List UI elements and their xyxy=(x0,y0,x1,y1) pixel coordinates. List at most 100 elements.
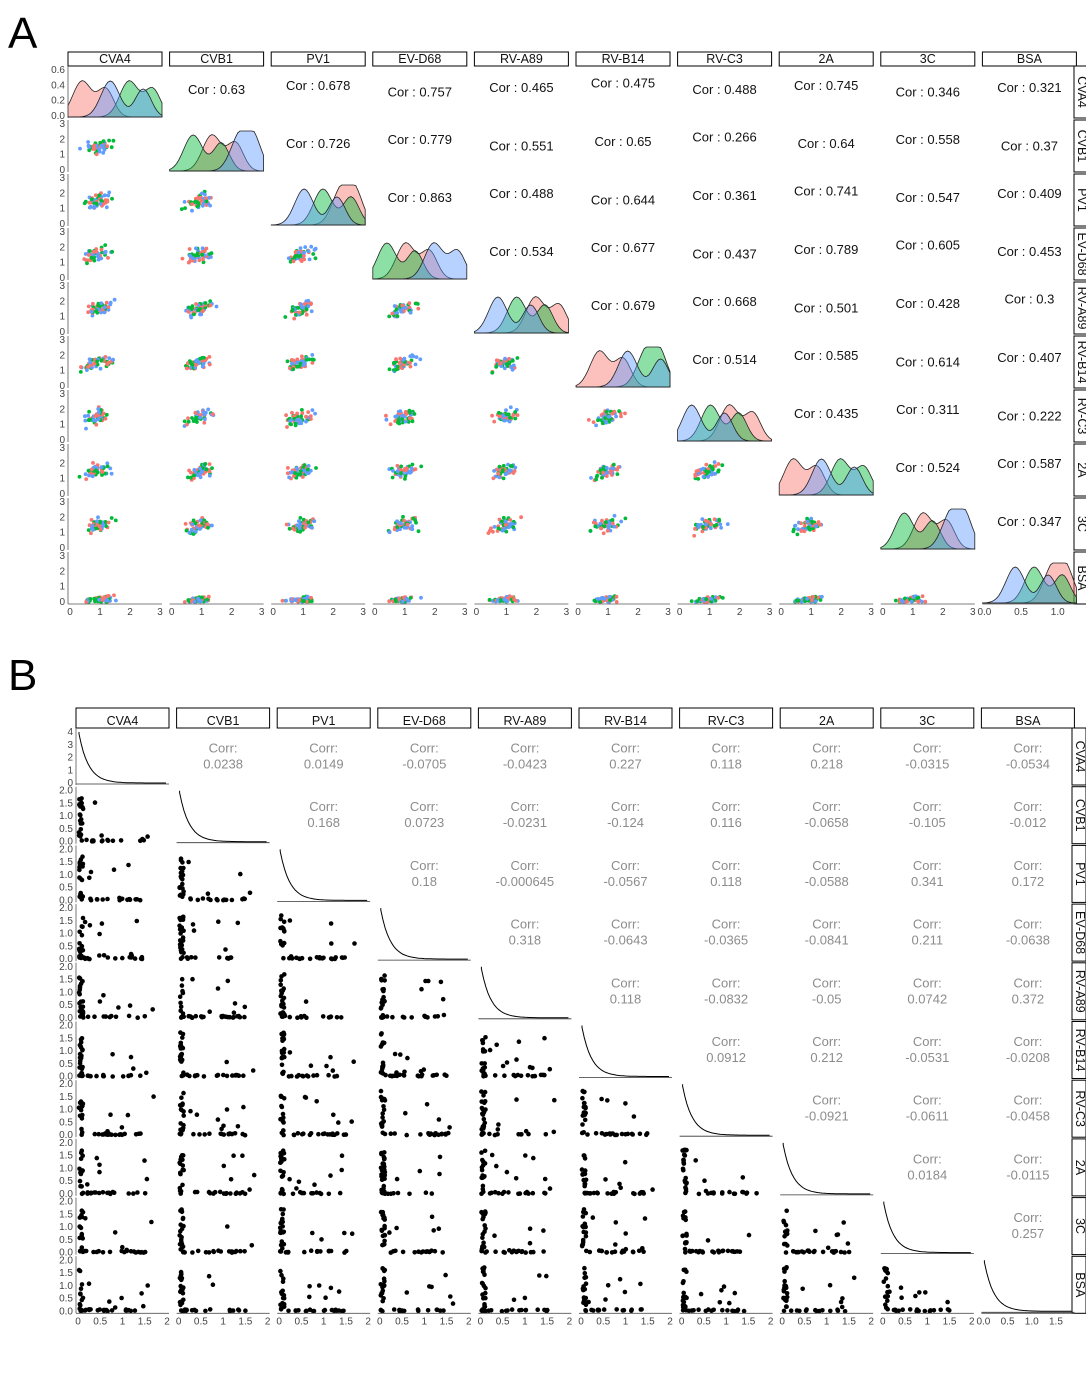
scatter-point xyxy=(599,526,603,531)
y-tick-label: 1.5 xyxy=(59,798,73,809)
scatter-point xyxy=(817,1308,822,1314)
scatter-point xyxy=(530,1074,535,1079)
scatter-point xyxy=(481,1116,487,1122)
scatter-point xyxy=(206,1250,212,1255)
scatter-point xyxy=(705,1191,711,1196)
scatter-point xyxy=(80,864,85,869)
y-tick-label: 3 xyxy=(59,119,65,130)
density-curve xyxy=(677,404,772,442)
scatter-point xyxy=(482,1229,487,1235)
y-tick-label: 1.0 xyxy=(59,929,73,940)
correlation-cell: Corr:-0.124 xyxy=(607,799,644,830)
scatter-point xyxy=(800,1286,805,1292)
correlation-value: Cor : 0.65 xyxy=(594,134,651,149)
scatter-point xyxy=(87,923,93,928)
scatter-point xyxy=(287,1176,292,1182)
scatter-point xyxy=(193,1013,199,1019)
scatter-point xyxy=(179,207,184,212)
scatter-point xyxy=(108,466,113,471)
scatter-point xyxy=(78,827,84,832)
scatter-point xyxy=(119,1295,124,1301)
scatter-point xyxy=(83,1307,89,1313)
scatter-point xyxy=(86,310,91,315)
scatter-point xyxy=(540,1072,546,1078)
scatter-point xyxy=(217,1189,223,1195)
scatter-point xyxy=(630,1249,636,1255)
scatter-point xyxy=(116,1005,121,1010)
scatter-point xyxy=(503,519,508,524)
scatter-point xyxy=(324,1063,329,1069)
x-tick-label: 1 xyxy=(321,1316,327,1327)
x-axis-col-0: 0 0.5 1 1.5 2 xyxy=(75,1312,170,1327)
scatter-point xyxy=(332,1132,337,1138)
scatter-point xyxy=(99,256,104,261)
y-tick-label: 1 xyxy=(59,420,65,431)
scatter-point xyxy=(221,1072,226,1078)
scatter-point xyxy=(297,1189,303,1195)
scatter-plot-rv-a89-vs-cva4 xyxy=(76,975,155,1020)
column-strip-label: BSA xyxy=(1017,52,1043,66)
scatter-point xyxy=(179,1095,184,1100)
scatter-point xyxy=(280,1173,286,1178)
scatter-point xyxy=(601,531,606,536)
row-strip-label: RV-B14 xyxy=(1073,1029,1086,1072)
scatter-point xyxy=(487,1047,493,1053)
scatter-point xyxy=(90,474,95,479)
density-curve xyxy=(983,1260,1072,1312)
scatter-point xyxy=(811,594,816,599)
correlation-value: -0.0315 xyxy=(905,757,949,772)
scatter-point xyxy=(384,417,389,422)
scatter-point xyxy=(680,1233,686,1238)
scatter-point xyxy=(495,598,500,603)
scatter-point xyxy=(583,1104,588,1110)
scatter-point xyxy=(336,1289,342,1294)
scatter-point xyxy=(298,529,302,534)
correlation-cell: Corr:-0.0588 xyxy=(805,858,849,889)
x-tick-label: 1 xyxy=(605,607,611,618)
scatter-point xyxy=(96,303,101,308)
scatter-point xyxy=(178,931,183,936)
y-tick-label: 3 xyxy=(59,497,65,508)
correlation-cell: Cor : 0.757 xyxy=(388,84,452,99)
x-tick-label: 2 xyxy=(466,1316,472,1327)
scatter-point xyxy=(403,474,408,478)
scatter-point xyxy=(610,521,615,526)
scatter-point xyxy=(188,360,193,365)
density-plot-ev-d68 xyxy=(372,242,468,280)
scatter-point xyxy=(197,258,202,263)
scatter-point xyxy=(885,1270,891,1276)
scatter-point xyxy=(307,257,312,262)
row-strip-bsa: BSA xyxy=(1073,551,1086,605)
scatter-point xyxy=(188,253,192,258)
scatter-plot-2a-vs-ev-d68 xyxy=(387,462,424,481)
scatter-plot-3c-vs-2a xyxy=(781,1208,852,1255)
x-tick-label: 0 xyxy=(575,607,581,618)
scatter-point xyxy=(298,522,303,526)
panel-a-label: A xyxy=(8,9,38,58)
correlation-value: 0.118 xyxy=(610,991,642,1006)
scatter-point xyxy=(78,1291,83,1296)
row-strip-rv-a89: RV-A89 xyxy=(1073,281,1086,335)
scatter-point xyxy=(782,1285,787,1290)
correlation-cell: Corr:0.168 xyxy=(307,799,340,830)
correlation-cell: Cor : 0.266 xyxy=(692,130,756,145)
scatter-point xyxy=(229,897,235,903)
x-tick-label: 1.5 xyxy=(1049,1316,1063,1327)
scatter-point xyxy=(432,1132,437,1138)
column-strip-ev-d68: EV-D68 xyxy=(372,51,468,67)
scatter-point xyxy=(300,408,304,412)
scatter-point xyxy=(186,1013,191,1019)
scatter-point xyxy=(206,525,210,530)
x-tick-label: 2 xyxy=(969,1316,975,1327)
scatter-point xyxy=(400,417,405,421)
scatter-point xyxy=(842,1250,847,1255)
scatter-point xyxy=(586,418,591,422)
x-tick-label: 0 xyxy=(176,1316,182,1327)
scatter-point xyxy=(480,1244,485,1249)
scatter-point xyxy=(291,367,296,372)
y-axis-row-1: 2.01.51.00.50.0 xyxy=(59,786,77,848)
scatter-point xyxy=(215,986,221,991)
scatter-point xyxy=(414,355,419,359)
correlation-value: -0.0423 xyxy=(503,757,547,772)
